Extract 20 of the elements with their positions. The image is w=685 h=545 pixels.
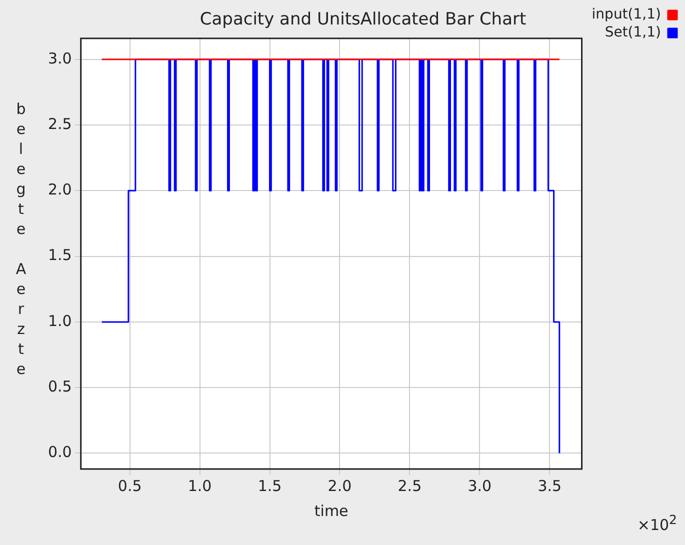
y-tick-label: 0.5: [48, 377, 72, 396]
y-tick-label: 0.0: [48, 443, 72, 462]
y-tick-label: 1.5: [48, 246, 72, 264]
x-tick-label: 3.5: [538, 476, 562, 495]
y-tick-label: 3.0: [48, 49, 72, 68]
y-tick-label: 1.0: [48, 312, 72, 330]
x-tick-label: 2.5: [398, 476, 422, 495]
x-tick-label: 3.0: [468, 476, 492, 495]
y-axis-title: belegte Aerzte: [12, 100, 30, 382]
chart-title: Capacity and UnitsAllocated Bar Chart: [200, 10, 526, 30]
y-tick-label: 2.0: [48, 180, 72, 199]
y-tick-label: 2.5: [48, 114, 72, 133]
x-axis-title: time: [314, 502, 348, 520]
text: ×10$^{2}$: [637, 512, 677, 534]
x-tick-label: 1.0: [188, 476, 212, 495]
x-tick-label: 1.5: [258, 476, 282, 495]
x-tick-label: 2.0: [328, 476, 352, 495]
x-tick-label: 0.5: [118, 476, 142, 495]
legend-label: input(1,1): [592, 6, 661, 23]
legend-label: Set(1,1): [604, 24, 661, 41]
